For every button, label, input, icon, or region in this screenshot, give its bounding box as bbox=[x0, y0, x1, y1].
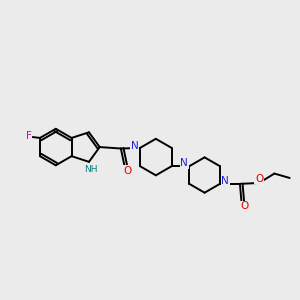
Text: NH: NH bbox=[84, 165, 97, 174]
Text: N: N bbox=[221, 176, 229, 186]
Text: N: N bbox=[180, 158, 188, 168]
Text: O: O bbox=[255, 174, 263, 184]
Text: F: F bbox=[26, 131, 32, 142]
Text: O: O bbox=[123, 166, 131, 176]
Text: N: N bbox=[131, 141, 139, 151]
Text: O: O bbox=[241, 201, 249, 211]
